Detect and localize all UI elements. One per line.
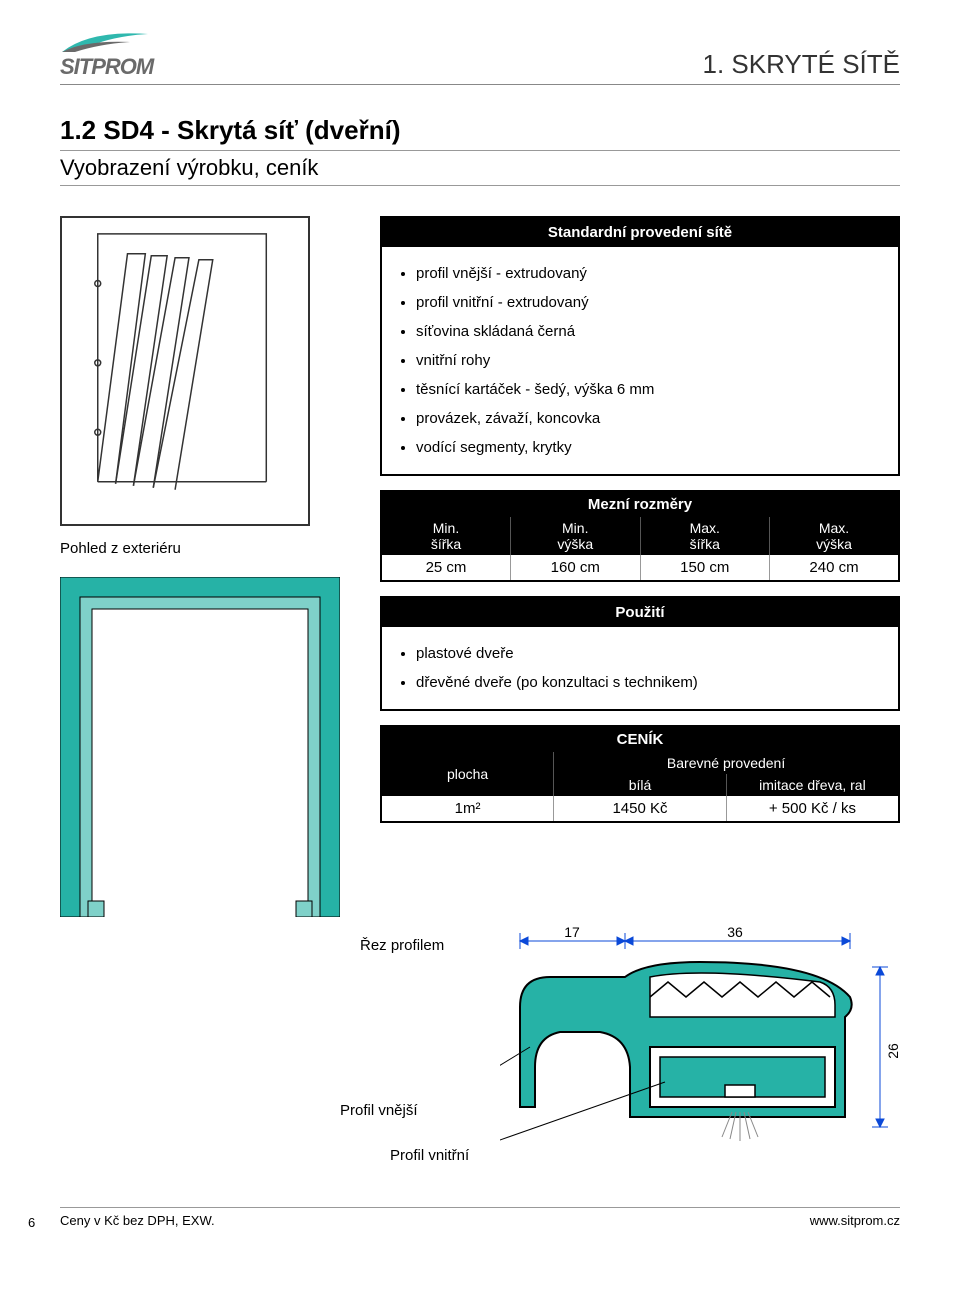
pricelist-table: CENÍK plocha Barevné provedení bílá imit… (380, 725, 900, 823)
usage-list: plastové dveře dřevěné dveře (po konzult… (392, 639, 888, 697)
page-footer: Ceny v Kč bez DPH, EXW. www.sitprom.cz (60, 1207, 900, 1228)
specs-list: profil vnější - extrudovaný profil vnitř… (392, 259, 888, 462)
profile-inner-label: Profil vnitřní (390, 1147, 469, 1164)
col-white: bílá (554, 774, 727, 796)
usage-table: Použití plastové dveře dřevěné dveře (po… (380, 596, 900, 711)
spec-item: vnitřní rohy (416, 346, 888, 375)
section-title: 1.2 SD4 - Skrytá síť (dveřní) (60, 115, 900, 151)
dim-hdr: Max. výška (770, 517, 900, 555)
spec-item: síťovina skládaná černá (416, 317, 888, 346)
usage-item: dřevěné dveře (po konzultaci s technikem… (416, 668, 888, 697)
specs-title: Standardní provedení sítě (381, 217, 899, 247)
profile-cut-label: Řez profilem (360, 937, 444, 954)
spec-item: vodící segmenty, krytky (416, 433, 888, 462)
svg-text:26: 26 (885, 1043, 901, 1059)
footer-left: Ceny v Kč bez DPH, EXW. (60, 1213, 215, 1228)
area-val: 1m² (381, 796, 554, 822)
spec-item: těsnící kartáček - šedý, výška 6 mm (416, 375, 888, 404)
col-area: plocha (381, 752, 554, 796)
product-illustration (60, 216, 310, 526)
dim-val: 150 cm (640, 555, 770, 581)
exterior-caption: Pohled z exteriéru (60, 540, 350, 557)
dim-hdr: Min. výška (511, 517, 641, 555)
chapter-title: 1. SKRYTÉ SÍTĚ (703, 49, 900, 80)
spec-item: provázek, závaží, koncovka (416, 404, 888, 433)
door-frame-diagram (60, 577, 340, 917)
spec-item: profil vnitřní - extrudovaný (416, 288, 888, 317)
dim-val: 160 cm (511, 555, 641, 581)
col-wood: imitace dřeva, ral (726, 774, 899, 796)
pricelist-title: CENÍK (381, 726, 899, 752)
page-number: 6 (28, 1215, 35, 1230)
logo-wing-icon (60, 30, 150, 56)
profile-outer-label: Profil vnější (340, 1102, 418, 1119)
dims-title: Mezní rozměry (381, 491, 899, 517)
usage-title: Použití (381, 597, 899, 627)
dim-hdr: Max. šířka (640, 517, 770, 555)
wood-val: + 500 Kč / ks (726, 796, 899, 822)
white-val: 1450 Kč (554, 796, 727, 822)
section-subtitle: Vyobrazení výrobku, ceník (60, 155, 900, 186)
spec-item: profil vnější - extrudovaný (416, 259, 888, 288)
footer-right: www.sitprom.cz (810, 1213, 900, 1228)
profile-section: Řez profilem Profil vnější Profil vnitřn… (60, 937, 900, 1197)
brand-name: SITPROM (60, 54, 153, 80)
dim-val: 25 cm (381, 555, 511, 581)
col-color-group: Barevné provedení (554, 752, 899, 774)
dimensions-table: Mezní rozměry Min. šířka Min. výška Max.… (380, 490, 900, 582)
brand-logo: SITPROM (60, 30, 153, 80)
svg-text:17: 17 (564, 927, 580, 940)
specs-table: Standardní provedení sítě profil vnější … (380, 216, 900, 476)
dim-val: 240 cm (770, 555, 900, 581)
usage-item: plastové dveře (416, 639, 888, 668)
dim-hdr: Min. šířka (381, 517, 511, 555)
page-header: SITPROM 1. SKRYTÉ SÍTĚ (60, 30, 900, 85)
profile-cross-section-icon: 17 36 26 (500, 927, 910, 1187)
svg-text:36: 36 (727, 927, 743, 940)
